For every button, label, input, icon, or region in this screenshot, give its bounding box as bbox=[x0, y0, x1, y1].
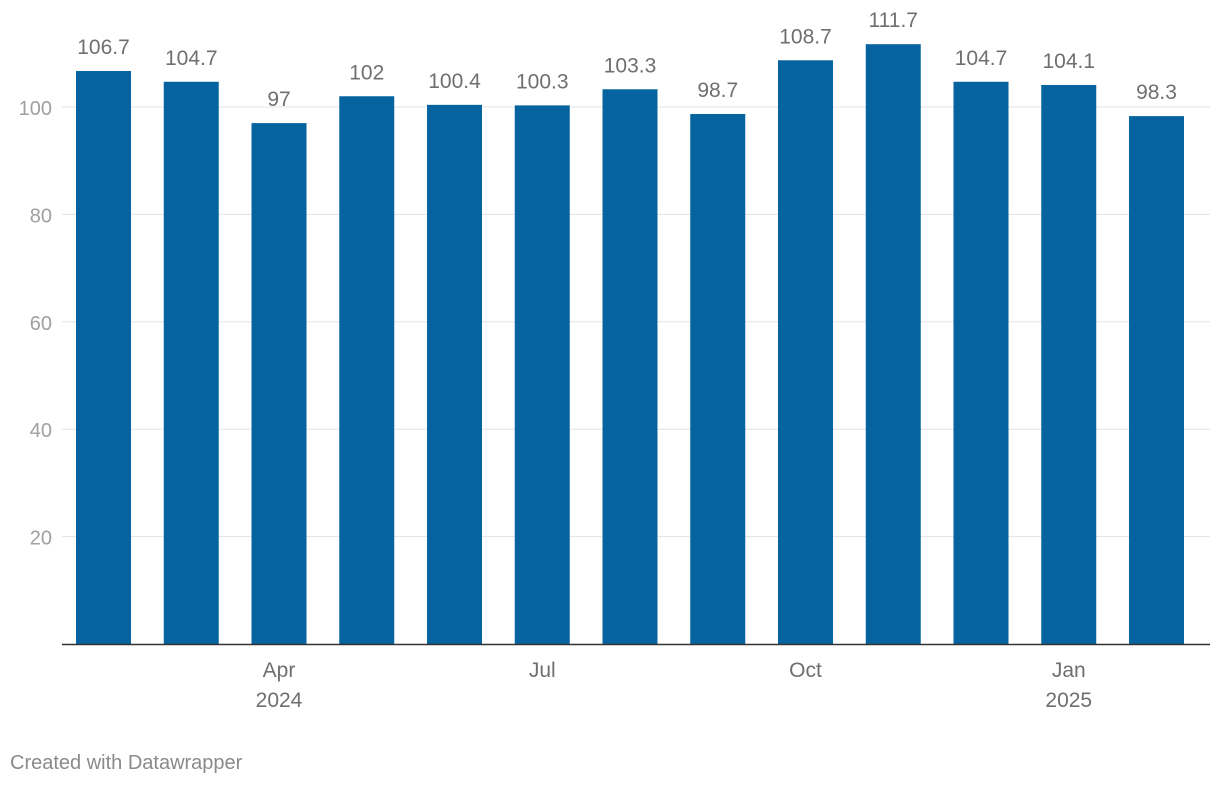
bar-value-label: 104.7 bbox=[955, 47, 1008, 70]
bar-value-label: 98.7 bbox=[697, 79, 738, 102]
bar-value-label: 98.3 bbox=[1136, 81, 1177, 104]
y-tick-label: 60 bbox=[30, 313, 52, 335]
bar-value-label: 106.7 bbox=[77, 36, 130, 59]
credit-text: Created with Datawrapper bbox=[10, 752, 243, 774]
bar-value-labels: 106.7 104.7 97 102 100.4 100.3 103.3 98.7 108.7 1… bbox=[77, 9, 1177, 111]
y-tick-label: 20 bbox=[30, 528, 52, 550]
bar-4 bbox=[427, 104, 482, 645]
x-tick-label: Apr bbox=[263, 659, 296, 682]
y-tick-label: 80 bbox=[30, 205, 52, 227]
bar-1 bbox=[163, 81, 219, 645]
bar-value-label: 97 bbox=[267, 88, 290, 111]
bar-9 bbox=[865, 44, 921, 644]
bar-value-label: 100.3 bbox=[516, 70, 569, 93]
bar-value-label: 108.7 bbox=[779, 25, 832, 48]
bar-chart: 20 40 60 80 100 106.7 104.7 97 102 100.4 100.3 103… bbox=[19, 9, 1210, 712]
bar-8 bbox=[778, 60, 833, 644]
x-tick-year-label: 2024 bbox=[256, 689, 303, 712]
y-tick-label: 100 bbox=[19, 98, 52, 120]
bar-7 bbox=[690, 113, 746, 644]
bar-12 bbox=[1129, 116, 1184, 644]
bar-5 bbox=[514, 105, 570, 645]
y-tick-label: 40 bbox=[30, 420, 52, 442]
bar-11 bbox=[1041, 84, 1097, 644]
bar-10 bbox=[953, 81, 1009, 645]
x-tick-label: Jan bbox=[1052, 659, 1086, 682]
bars bbox=[76, 44, 1184, 645]
bar-0 bbox=[76, 71, 131, 644]
bar-value-label: 100.4 bbox=[428, 70, 481, 93]
bar-value-label: 111.7 bbox=[869, 9, 918, 32]
bar-2 bbox=[251, 123, 307, 645]
bar-value-label: 102 bbox=[349, 61, 384, 84]
x-tick-label: Jul bbox=[529, 659, 556, 682]
bar-value-label: 104.1 bbox=[1042, 50, 1095, 73]
bar-value-label: 103.3 bbox=[604, 54, 657, 77]
bar-6 bbox=[602, 89, 658, 645]
bar-value-label: 104.7 bbox=[165, 47, 218, 70]
y-axis-tick-labels: 20 40 60 80 100 bbox=[19, 98, 52, 550]
x-tick-label: Oct bbox=[789, 659, 822, 682]
x-axis-tick-labels: Apr 2024 Jul Oct Jan 2025 bbox=[256, 659, 1092, 712]
bar-3 bbox=[339, 96, 395, 644]
x-tick-year-label: 2025 bbox=[1045, 689, 1092, 712]
